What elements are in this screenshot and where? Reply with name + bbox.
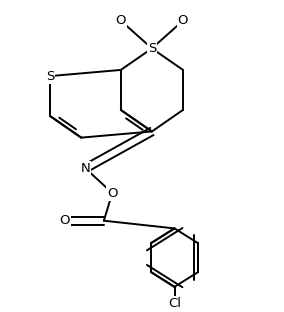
Text: Cl: Cl xyxy=(168,297,181,310)
Text: S: S xyxy=(148,42,156,55)
Text: N: N xyxy=(81,162,90,175)
Text: O: O xyxy=(59,214,70,227)
Text: O: O xyxy=(107,187,118,199)
Text: O: O xyxy=(178,14,188,27)
Text: S: S xyxy=(46,70,54,83)
Text: O: O xyxy=(116,14,126,27)
